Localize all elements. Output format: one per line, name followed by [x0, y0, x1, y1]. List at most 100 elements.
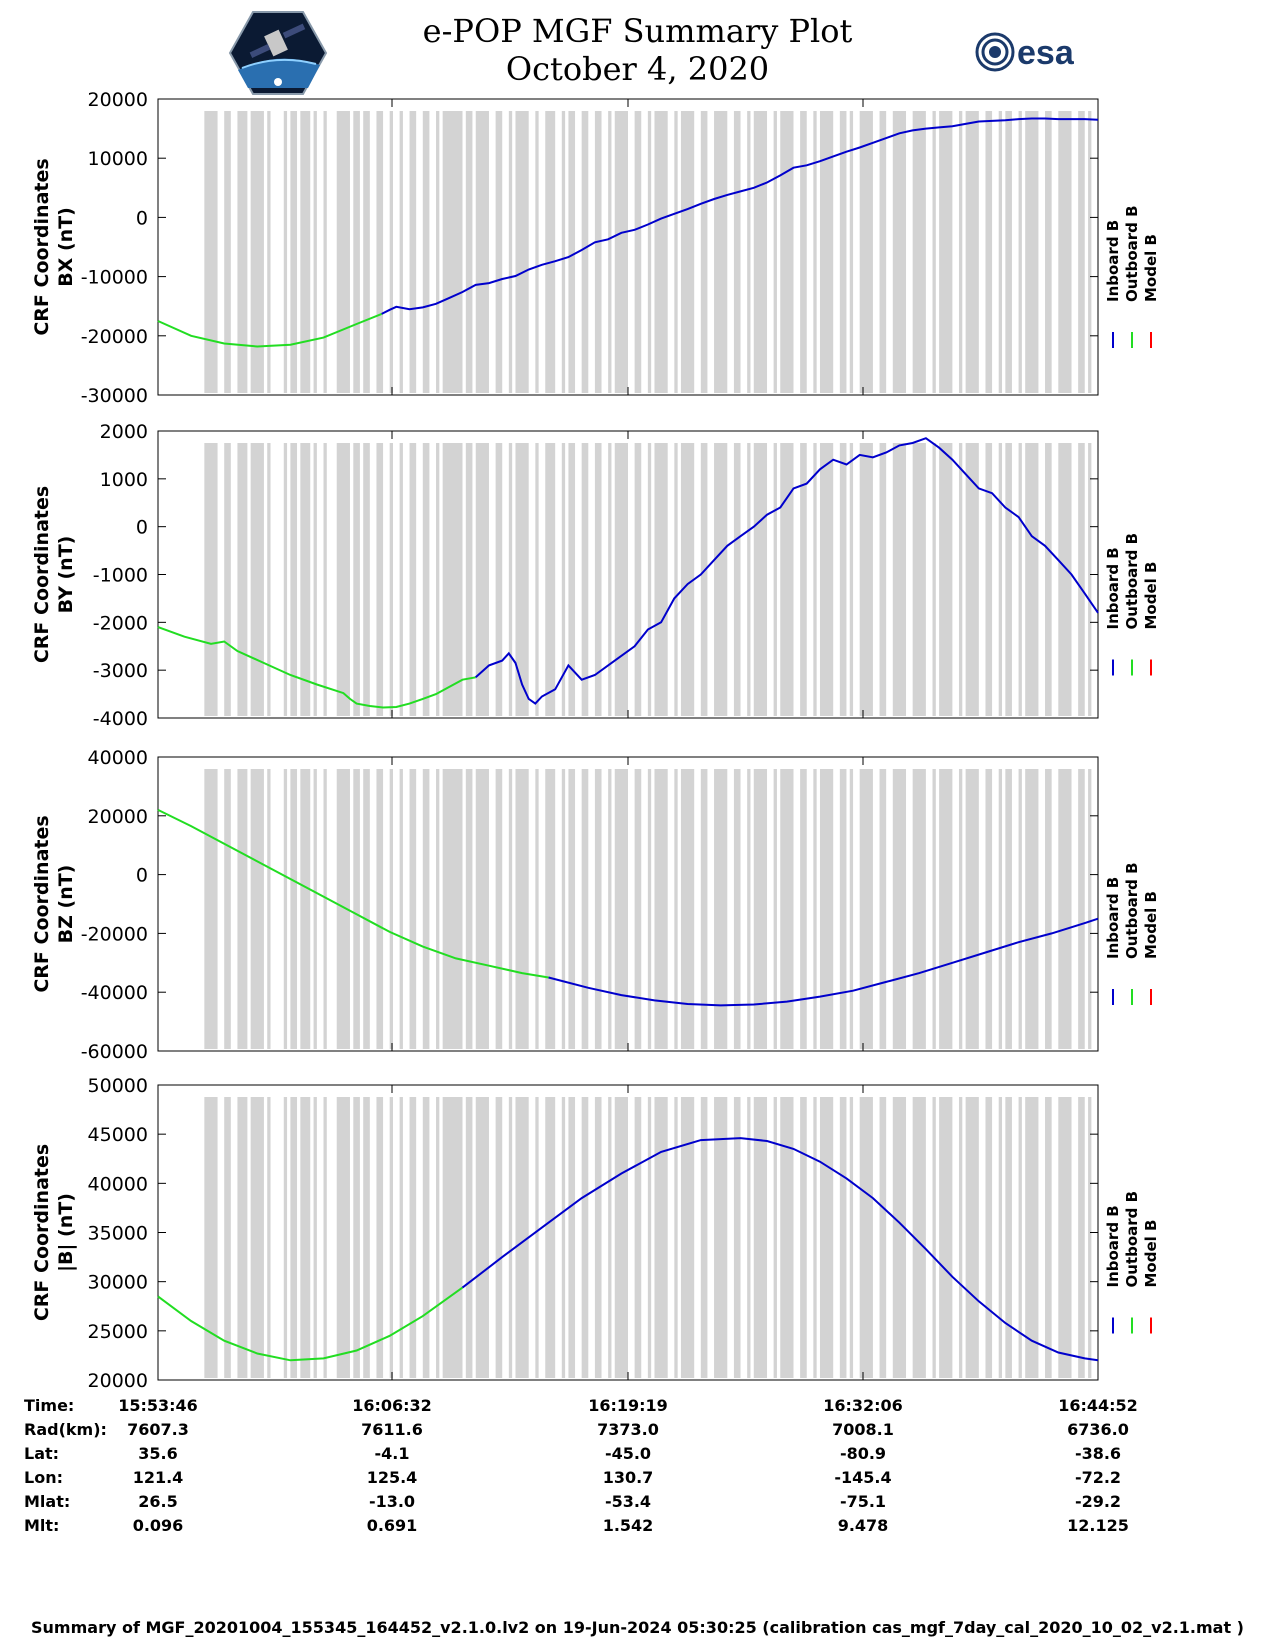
shade-bar [780, 111, 794, 393]
shade-bar [250, 111, 264, 393]
legend-label: Inboard B [1104, 220, 1122, 302]
shade-bar [594, 111, 602, 393]
shade-bar [363, 443, 370, 716]
shade-bar [892, 111, 907, 393]
y-axis-label-line: CRF Coordinates [31, 486, 53, 663]
legend-label: Outboard B [1123, 862, 1141, 959]
shade-bar [204, 111, 218, 393]
shade-bar [939, 443, 953, 716]
shade-bar [700, 1097, 708, 1378]
shade-bar [1045, 1097, 1052, 1378]
shade-bar [376, 111, 384, 393]
shade-bar [998, 769, 1003, 1049]
shade-bar [1018, 111, 1022, 393]
ephemeris-value: 125.4 [367, 1468, 418, 1487]
shade-bar [224, 769, 231, 1049]
legend-label: Model B [1142, 234, 1160, 302]
shade-bar [323, 1097, 327, 1378]
shade-bar [323, 443, 327, 716]
y-axis-label-line: BX (nT) [55, 207, 77, 287]
ephemeris-value: 7008.1 [832, 1420, 894, 1439]
shade-bar [561, 1097, 566, 1378]
ephemeris-label: Time: [24, 1396, 74, 1415]
y-tick-label: -4000 [93, 708, 148, 730]
shade-bar [436, 111, 440, 393]
title-line-1: e-POP MGF Summary Plot [422, 12, 853, 50]
ephemeris-value: -4.1 [375, 1444, 410, 1463]
shade-bar [224, 111, 231, 393]
ephemeris-value: 12.125 [1067, 1516, 1129, 1535]
shade-bar [389, 769, 393, 1049]
shade-bar [849, 111, 854, 393]
shade-bar [892, 443, 907, 716]
shade-bar [714, 443, 728, 716]
y-tick-label: -20000 [81, 326, 148, 348]
shade-bar [290, 769, 298, 1049]
ephemeris-table: Time: 15:53:46 16:06:32 16:19:19 16:32:06 16:… [24, 1396, 1138, 1535]
shade-bar [800, 443, 807, 716]
shade-bar [1018, 443, 1022, 716]
shade-bar [859, 443, 873, 716]
ephemeris-value: 7373.0 [597, 1420, 659, 1439]
shade-bar [819, 443, 834, 716]
shade-bar [674, 1097, 678, 1378]
shade-bar [495, 111, 503, 393]
shade-bar [747, 443, 751, 716]
shade-bar [932, 1097, 936, 1378]
shade-bar [674, 443, 678, 716]
y-axis-label-line: CRF Coordinates [31, 1144, 53, 1321]
shade-bar [985, 111, 993, 393]
shade-bar [300, 443, 311, 716]
esa-swirl-icon [975, 32, 1015, 72]
legend-label: Model B [1142, 891, 1160, 959]
y-tick-label: -3000 [93, 660, 148, 682]
footer-caption: Summary of MGF_20201004_155345_164452_v2… [31, 1618, 1244, 1637]
shade-bar [1058, 111, 1072, 393]
shade-bar [773, 111, 777, 393]
shade-bar [800, 1097, 807, 1378]
shade-bar [561, 769, 566, 1049]
shade-bar [300, 769, 311, 1049]
shade-bar [1025, 1097, 1039, 1378]
shade-bar [819, 111, 834, 393]
series-outboard-b [157, 312, 383, 348]
y-axis-label: CRF Coordinates BY (nT) [31, 486, 77, 663]
shade-bar [912, 111, 926, 393]
shade-bar [813, 769, 817, 1049]
shade-bar [237, 769, 248, 1049]
shade-bar [475, 111, 489, 393]
shade-bar [634, 443, 642, 716]
shade-bar [733, 111, 741, 393]
shade-bar [313, 769, 317, 1049]
y-axis-label: CRF Coordinates |B| (nT) [31, 1144, 77, 1321]
shade-bar [647, 443, 652, 716]
legend-label: Model B [1142, 562, 1160, 630]
shade-bar [939, 1097, 953, 1378]
ephemeris-value: 35.6 [138, 1444, 177, 1463]
shade-bar [813, 1097, 817, 1378]
shade-bar [353, 111, 360, 393]
shade-bar [353, 769, 360, 1049]
shade-bar [932, 443, 936, 716]
shade-bar [939, 769, 953, 1049]
shade-bar [535, 1097, 539, 1378]
shade-bar [700, 111, 708, 393]
shade-bar [376, 769, 384, 1049]
shade-bar [283, 769, 288, 1049]
shade-bar [654, 1097, 668, 1378]
shade-bar [780, 443, 794, 716]
y-axis-label-line: CRF Coordinates [31, 158, 53, 335]
shade-bar [594, 1097, 602, 1378]
shade-bar [465, 111, 473, 393]
shade-bar [409, 443, 417, 716]
series-inboard-b [475, 437, 1099, 705]
shade-bar [1045, 111, 1052, 393]
shade-bar [879, 769, 887, 1049]
title-line-2: October 4, 2020 [505, 50, 770, 88]
y-tick-label: -30000 [81, 385, 148, 407]
shade-bar [647, 1097, 652, 1378]
shade-bar [581, 443, 589, 716]
shade-bar [353, 1097, 360, 1378]
shade-bar [535, 769, 539, 1049]
shade-bar [1025, 769, 1039, 1049]
